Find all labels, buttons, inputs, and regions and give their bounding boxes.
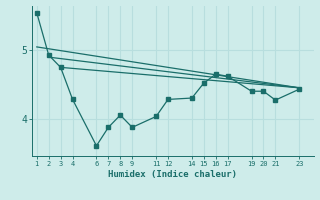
X-axis label: Humidex (Indice chaleur): Humidex (Indice chaleur) [108,170,237,179]
